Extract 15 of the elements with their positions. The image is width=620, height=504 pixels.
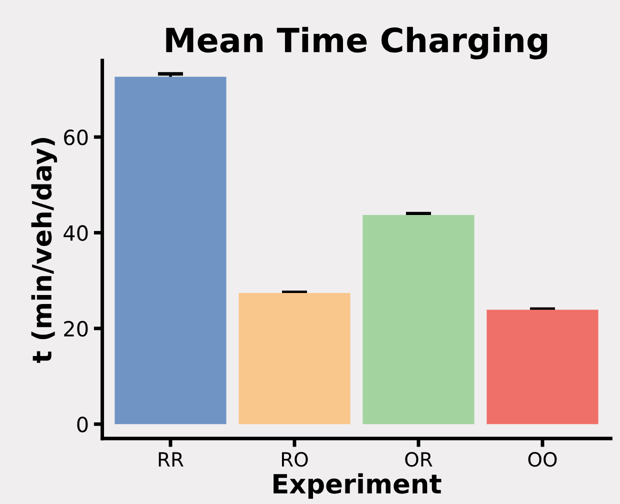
bar xyxy=(486,310,598,424)
x-tick-label: RO xyxy=(282,452,308,467)
x-tick-label: RR xyxy=(158,452,184,466)
bar xyxy=(114,76,226,424)
x-axis-title: Experiment xyxy=(274,473,442,499)
y-tick-label: 0 xyxy=(77,416,88,432)
y-tick-label: 20 xyxy=(64,320,88,337)
y-tick-label: 40 xyxy=(64,225,88,241)
bar xyxy=(362,215,474,424)
y-axis-title: t (min/veh/day) xyxy=(31,138,58,363)
y-tick-label: 60 xyxy=(64,129,88,146)
chart-title: Mean Time Charging xyxy=(166,26,548,60)
x-tick-label: OO xyxy=(528,452,557,467)
x-tick-label: OR xyxy=(405,452,432,467)
bar xyxy=(238,293,350,424)
